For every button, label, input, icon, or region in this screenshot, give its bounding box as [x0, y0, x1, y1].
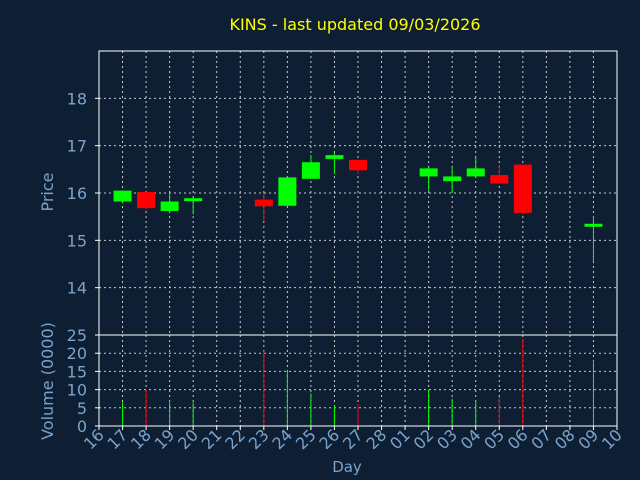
candle-body	[254, 199, 273, 207]
candle-body	[513, 164, 532, 213]
volume-tick-label: 10	[67, 381, 87, 400]
price-tick-label: 18	[67, 89, 87, 108]
candle-body	[466, 168, 485, 177]
candle-body	[184, 198, 203, 202]
candle-body	[443, 176, 462, 182]
volume-tick-label: 5	[77, 399, 87, 418]
candle-body	[113, 190, 132, 202]
candle-body	[419, 168, 438, 177]
volume-tick-label: 20	[67, 344, 87, 363]
volume-axis-label: Volume (0000)	[38, 322, 57, 440]
candle-body	[584, 223, 603, 227]
price-axis-label: Price	[38, 172, 57, 211]
volume-tick-label: 15	[67, 362, 87, 381]
volume-tick-label: 25	[67, 326, 87, 345]
volume-tick-label: 0	[77, 417, 87, 436]
x-axis: 1617181920212223242526272801020304050607…	[80, 425, 626, 453]
price-tick-label: 14	[67, 279, 87, 298]
candle-body	[137, 192, 156, 209]
candle-body	[301, 162, 320, 179]
candle-body	[325, 155, 344, 159]
price-tick-label: 16	[67, 184, 87, 203]
candle-body	[349, 159, 367, 171]
price-tick-label: 17	[67, 137, 87, 156]
x-axis-label: Day	[332, 458, 362, 476]
chart-title: KINS - last updated 09/03/2026	[229, 15, 480, 34]
candle-body	[278, 177, 297, 206]
candle-body	[160, 201, 179, 211]
candle-body	[490, 175, 509, 184]
price-tick-label: 15	[67, 231, 87, 250]
